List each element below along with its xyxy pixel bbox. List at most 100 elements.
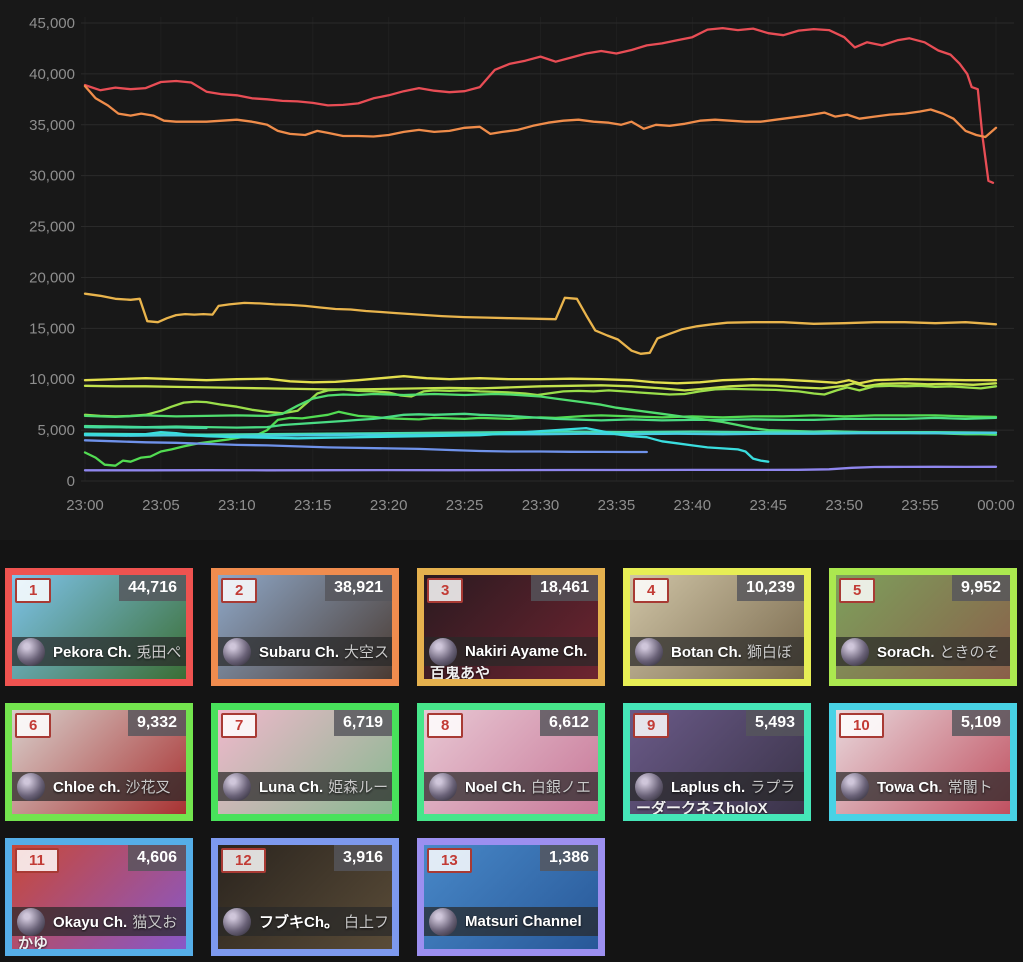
stream-title-fragment — [224, 666, 392, 679]
channel-name-bar: Towa Ch. 常闇ト — [836, 772, 1010, 801]
channel-name-bar: Noel Ch. 白銀ノエ — [424, 772, 598, 801]
channel-avatar — [223, 907, 251, 936]
stream-title-fragment — [18, 666, 186, 679]
channel-name-bar: Laplus ch. ラプラ — [630, 772, 804, 801]
y-axis-tick-label: 20,000 — [29, 269, 75, 286]
channel-name-jp: 常闇ト — [947, 779, 993, 796]
channel-name: SoraCh. — [877, 644, 935, 661]
viewer-count-badge: 9,952 — [951, 575, 1010, 601]
channel-card[interactable]: 13 1,386 Matsuri Channel — [417, 838, 605, 956]
channel-card[interactable]: 7 6,719 Luna Ch. 姫森ルー — [211, 703, 399, 821]
viewer-count-badge: 6,719 — [333, 710, 392, 736]
channel-card[interactable]: 1 44,716 Pekora Ch. 兎田ぺ — [5, 568, 193, 686]
series-line[interactable] — [83, 410, 998, 467]
y-axis-tick-label: 40,000 — [29, 66, 75, 83]
x-axis-tick-label: 23:20 — [370, 497, 408, 514]
channel-name-bar: Nakiri Ayame Ch. — [424, 637, 598, 666]
x-axis-tick-label: 23:10 — [218, 497, 256, 514]
series-line[interactable] — [83, 439, 648, 454]
channel-card[interactable]: 12 3,916 フブキCh。 白上フ — [211, 838, 399, 956]
series-line[interactable] — [83, 292, 998, 355]
stream-title-fragment — [842, 666, 1010, 679]
stream-title-fragment: かゆ — [18, 936, 49, 949]
channel-name-jp: 大空ス — [344, 644, 390, 661]
stream-title-fragment — [224, 936, 392, 949]
rank-badge: 7 — [221, 713, 258, 738]
x-axis-tick-label: 23:50 — [825, 497, 863, 514]
series-line[interactable] — [83, 84, 998, 139]
channel-ranking-grid: 1 44,716 Pekora Ch. 兎田ぺ 2 38,921 Subaru C… — [5, 568, 1017, 956]
y-axis-tick-label: 5,000 — [37, 422, 75, 439]
channel-name: フブキCh。 — [259, 914, 339, 931]
x-axis-tick-label: 23:25 — [446, 497, 484, 514]
channel-card[interactable]: 2 38,921 Subaru Ch. 大空ス — [211, 568, 399, 686]
stream-title-fragment: 百鬼あや — [430, 666, 491, 679]
y-axis-tick-label: 0 — [67, 473, 75, 490]
rank-badge: 4 — [633, 578, 670, 603]
series-line[interactable] — [83, 412, 998, 429]
viewer-count-badge: 5,493 — [745, 710, 804, 736]
channel-avatar — [635, 772, 663, 801]
stream-title-fragment — [18, 801, 186, 814]
channel-card[interactable]: 5 9,952 SoraCh. ときのそ — [829, 568, 1017, 686]
series-line[interactable] — [83, 426, 770, 463]
stream-title-fragment — [430, 801, 598, 814]
rank-badge: 2 — [221, 578, 258, 603]
stream-title-fragment — [636, 666, 804, 679]
channel-name: Towa Ch. — [877, 779, 943, 796]
channel-name-jp: 猫又お — [132, 914, 178, 931]
channel-name-bar: Pekora Ch. 兎田ぺ — [12, 637, 186, 666]
rank-badge: 5 — [839, 578, 876, 603]
rank-badge: 13 — [427, 848, 472, 873]
series-line[interactable] — [83, 431, 998, 438]
channel-name: Nakiri Ayame Ch. — [465, 643, 588, 660]
channel-name: Botan Ch. — [671, 644, 742, 661]
channel-name-bar: Chloe ch. 沙花叉 — [12, 772, 186, 801]
x-axis-tick-label: 23:35 — [598, 497, 636, 514]
series-line[interactable] — [83, 26, 995, 184]
viewer-count-badge: 9,332 — [127, 710, 186, 736]
channel-name: Matsuri Channel — [465, 913, 582, 930]
viewer-count-badge: 6,612 — [539, 710, 598, 736]
x-axis-tick-label: 23:55 — [901, 497, 939, 514]
channel-card[interactable]: 6 9,332 Chloe ch. 沙花叉 — [5, 703, 193, 821]
channel-name-jp: 白銀ノエ — [530, 779, 591, 796]
series-line[interactable] — [83, 465, 998, 472]
channel-name-bar: フブキCh。 白上フ — [218, 907, 392, 936]
channel-avatar — [635, 637, 663, 666]
channel-avatar — [223, 772, 251, 801]
channel-name-bar: Okayu Ch. 猫又お — [12, 907, 186, 936]
viewer-count-badge: 3,916 — [333, 845, 392, 871]
series-line[interactable] — [83, 384, 998, 418]
chart-canvas: 23:00 23:05 23:10 23:15 23:20 23:25 23:30 23:35… — [29, 15, 1015, 514]
channel-card[interactable]: 9 5,493 Laplus ch. ラプラ ーダークネスholoX — [623, 703, 811, 821]
rank-badge: 6 — [15, 713, 52, 738]
x-axis-tick-label: 23:05 — [142, 497, 180, 514]
channel-name: Subaru Ch. — [259, 644, 340, 661]
stream-title-fragment — [842, 801, 1010, 814]
channel-name-bar: Subaru Ch. 大空ス — [218, 637, 392, 666]
rank-badge: 9 — [633, 713, 670, 738]
series-line[interactable] — [83, 375, 998, 385]
channel-card[interactable]: 8 6,612 Noel Ch. 白銀ノエ — [417, 703, 605, 821]
y-axis-tick-label: 45,000 — [29, 15, 75, 32]
y-axis-tick-label: 15,000 — [29, 320, 75, 337]
channel-name-jp: 獅白ぼ — [746, 644, 792, 661]
channel-name-bar: Botan Ch. 獅白ぼ — [630, 637, 804, 666]
series-line[interactable] — [83, 382, 998, 392]
channel-name: Okayu Ch. — [53, 914, 128, 931]
y-axis-tick-label: 25,000 — [29, 219, 75, 236]
channel-card[interactable]: 3 18,461 Nakiri Ayame Ch. 百鬼あや — [417, 568, 605, 686]
live-viewers-chart[interactable]: 23:00 23:05 23:10 23:15 23:20 23:25 23:30 23:35… — [0, 0, 1023, 540]
stream-title-fragment — [224, 801, 392, 814]
channel-name-bar: Matsuri Channel — [424, 907, 598, 936]
channel-card[interactable]: 10 5,109 Towa Ch. 常闇ト — [829, 703, 1017, 821]
channel-name-jp: 沙花叉 — [125, 779, 171, 796]
series-line[interactable] — [83, 425, 208, 430]
channel-name-bar: Luna Ch. 姫森ルー — [218, 772, 392, 801]
channel-avatar — [17, 907, 45, 936]
channel-card[interactable]: 4 10,239 Botan Ch. 獅白ぼ — [623, 568, 811, 686]
channel-card[interactable]: 11 4,606 Okayu Ch. 猫又お かゆ — [5, 838, 193, 956]
stream-title-fragment: ーダークネスholoX — [636, 801, 768, 814]
rank-badge: 1 — [15, 578, 52, 603]
